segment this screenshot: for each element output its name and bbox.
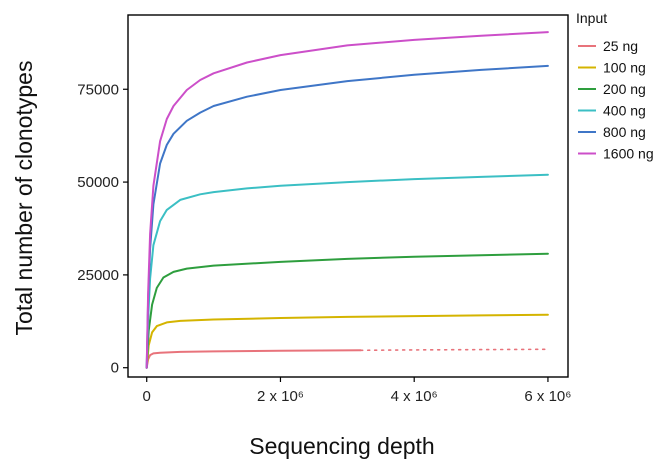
series-line-400-ng <box>145 173 549 369</box>
series-line-100-ng <box>145 313 549 369</box>
x-tick-label: 2 x 10⁶ <box>257 388 304 405</box>
series-layer <box>145 31 549 369</box>
x-axis: 0 2 x 10⁶ 4 x 10⁶ 6 x 10⁶ <box>143 377 571 405</box>
series-line-25-ng <box>145 349 362 369</box>
y-axis: 0 25000 50000 75000 <box>77 81 128 377</box>
legend: Input 25 ng 100 ng 200 ng 400 ng 800 ng 1600 … <box>576 10 654 162</box>
y-tick-label: 75000 <box>77 81 119 98</box>
series-line-800-ng <box>145 64 549 369</box>
legend-label-400-ng: 400 ng <box>603 103 646 119</box>
y-axis-title: Total number of clonotypes <box>11 61 37 336</box>
plot-area-frame <box>127 14 569 378</box>
x-tick-label: 6 x 10⁶ <box>524 388 571 405</box>
legend-label-200-ng: 200 ng <box>603 81 646 97</box>
y-tick-label: 50000 <box>77 174 119 191</box>
x-tick-label: 4 x 10⁶ <box>391 388 438 405</box>
legend-label-100-ng: 100 ng <box>603 60 646 76</box>
series-line-200-ng <box>145 252 549 369</box>
x-axis-title: Sequencing depth <box>249 433 434 459</box>
x-tick-label: 0 <box>143 388 151 405</box>
y-tick-label: 0 <box>111 360 119 377</box>
series-line-1600-ng <box>145 31 549 369</box>
legend-label-25-ng: 25 ng <box>603 38 638 54</box>
series-extrapolation-25-ng <box>359 348 549 352</box>
legend-title: Input <box>576 10 607 26</box>
legend-label-1600-ng: 1600 ng <box>603 146 654 162</box>
y-tick-label: 25000 <box>77 267 119 284</box>
legend-label-800-ng: 800 ng <box>603 124 646 140</box>
